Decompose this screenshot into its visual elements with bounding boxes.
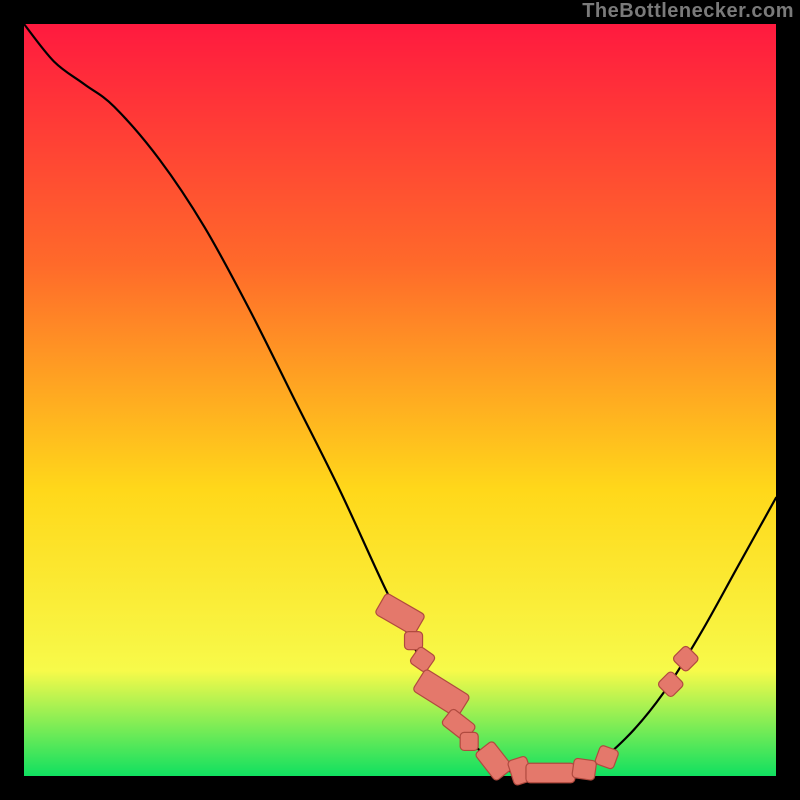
curve-marker [460, 732, 478, 750]
plot-background [24, 24, 776, 776]
curve-marker [405, 632, 423, 650]
chart-stage: TheBottlenecker.com [0, 0, 800, 800]
watermark-text: TheBottlenecker.com [582, 0, 794, 23]
curve-marker [572, 758, 597, 781]
bottleneck-chart [0, 0, 800, 800]
curve-marker [526, 763, 575, 783]
